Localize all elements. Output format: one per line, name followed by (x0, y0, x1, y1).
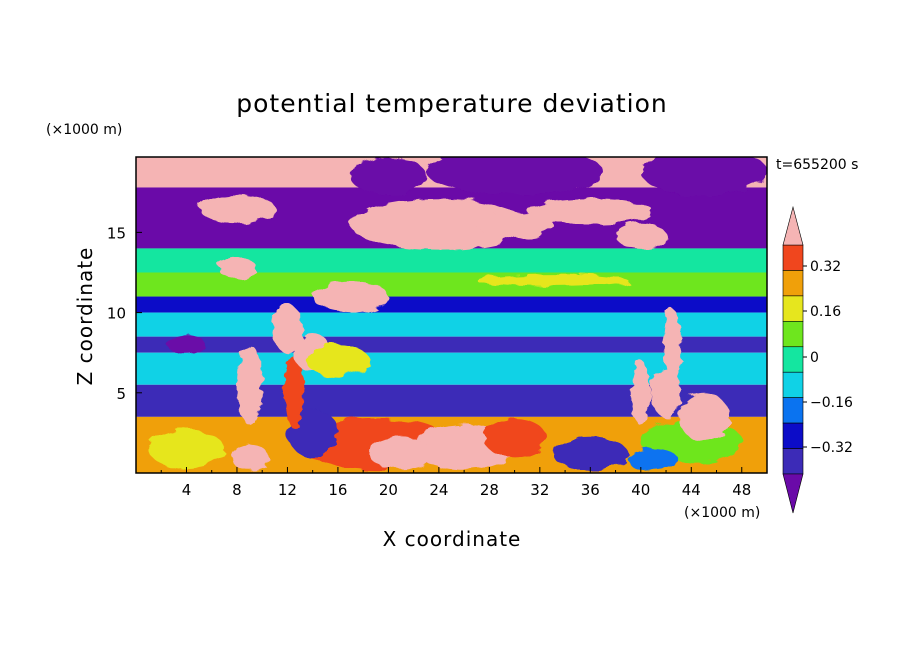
contour-feature (476, 274, 629, 287)
contour-feature (678, 392, 730, 441)
contour-feature (199, 193, 275, 223)
colorbar-segment (782, 244, 804, 271)
contour-feature (630, 360, 651, 425)
x-tick-label: 48 (732, 481, 751, 499)
y-axis-label: Z coordinate (73, 247, 97, 386)
colorbar-segment (782, 397, 804, 424)
colorbar-segment (782, 422, 804, 449)
time-label: t=655200 s (776, 157, 858, 173)
colorbar-label: −0.16 (810, 395, 853, 411)
contour-feature (650, 368, 682, 417)
colorbar-segment (782, 270, 804, 297)
x-tick-label: 36 (581, 481, 600, 499)
contour-feature (167, 335, 206, 355)
contour-feature (527, 198, 654, 225)
contour-feature (476, 211, 553, 238)
colorbar-label: 0.16 (810, 304, 841, 320)
colorbar-segment (782, 295, 804, 322)
colorbar: 0.32 0.16 0 −0.16 −0.32 (782, 205, 853, 514)
x-tick-label: 44 (682, 481, 701, 499)
contour-feature (306, 344, 370, 377)
contour-feature (230, 444, 269, 470)
contour-feature (272, 304, 303, 353)
x-tick-label: 28 (480, 481, 499, 499)
y-axis: 5 10 15 (107, 224, 142, 403)
contour-feature (283, 357, 304, 429)
y-tick-label: 5 (116, 385, 126, 403)
x-tick-label: 32 (530, 481, 549, 499)
colorbar-segment (782, 371, 804, 398)
contour-feature (148, 429, 225, 469)
chart-title: potential temperature deviation (236, 89, 667, 118)
contour-field (136, 157, 767, 473)
colorbar-bottom-arrow (782, 473, 804, 514)
x-tick-label: 8 (232, 481, 242, 499)
contour-feature (482, 418, 547, 457)
contour-feature (552, 437, 629, 470)
x-tick-label: 16 (328, 481, 347, 499)
x-axis-label: X coordinate (383, 527, 522, 551)
contour-feature (663, 309, 682, 381)
contour-feature (426, 157, 603, 196)
contour-features (148, 157, 767, 472)
x-tick-label: 12 (278, 481, 297, 499)
contour-feature (350, 198, 528, 251)
contour-feature (237, 344, 263, 425)
contour-feature (218, 256, 256, 279)
contour-feature (640, 157, 767, 196)
colorbar-segment (782, 448, 804, 475)
contour-feature (350, 157, 427, 196)
x-tick-label: 24 (429, 481, 448, 499)
x-unit-label: (×1000 m) (684, 505, 760, 521)
x-tick-label: 20 (379, 481, 398, 499)
contour-feature (287, 408, 338, 457)
x-tick-label: 4 (182, 481, 192, 499)
contour-feature (369, 437, 433, 470)
colorbar-top-arrow (782, 205, 804, 246)
contour-feature (628, 449, 679, 472)
y-tick-label: 10 (107, 305, 126, 323)
x-axis: 4 8 12 16 20 24 28 32 36 40 44 48 (160, 467, 751, 499)
contour-layer (136, 312, 767, 337)
x-tick-label: 40 (631, 481, 650, 499)
colorbar-label: −0.32 (810, 440, 853, 456)
colorbar-segment (782, 346, 804, 373)
colorbar-label: 0.32 (810, 259, 841, 275)
plot-frame (135, 156, 768, 474)
contour-feature (615, 222, 666, 249)
y-unit-label: (×1000 m) (46, 122, 122, 138)
contour-feature (312, 280, 389, 313)
colorbar-segment (782, 321, 804, 348)
colorbar-label: 0 (810, 350, 819, 366)
y-tick-label: 15 (107, 224, 126, 242)
